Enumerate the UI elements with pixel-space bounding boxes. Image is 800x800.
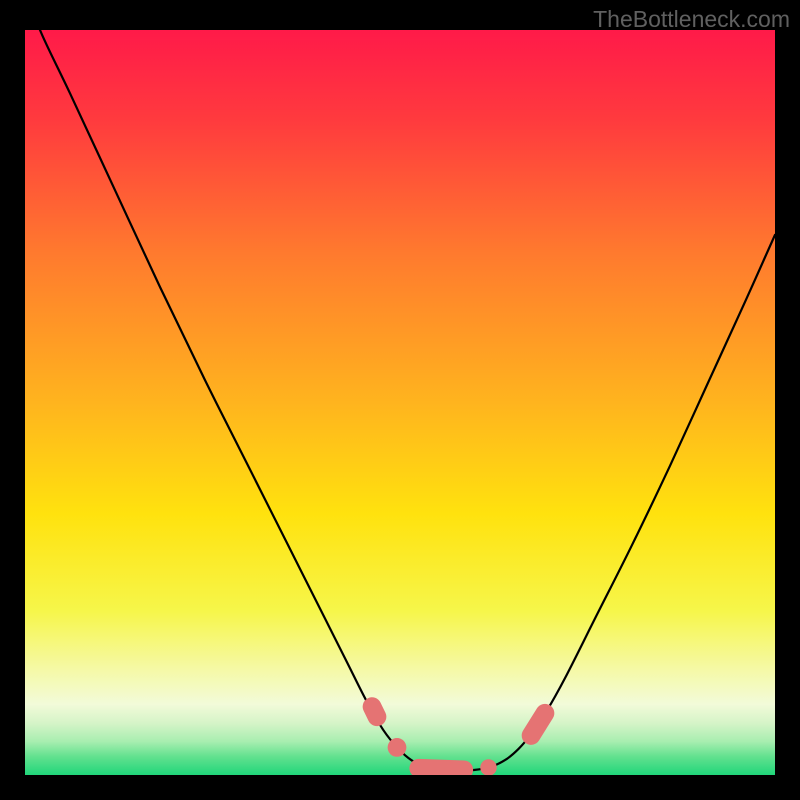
plot-area — [25, 30, 775, 775]
data-marker — [409, 759, 473, 775]
watermark-label: TheBottleneck.com — [593, 6, 790, 33]
gradient-background — [25, 30, 775, 775]
data-marker — [388, 738, 407, 757]
plot-svg — [25, 30, 775, 775]
